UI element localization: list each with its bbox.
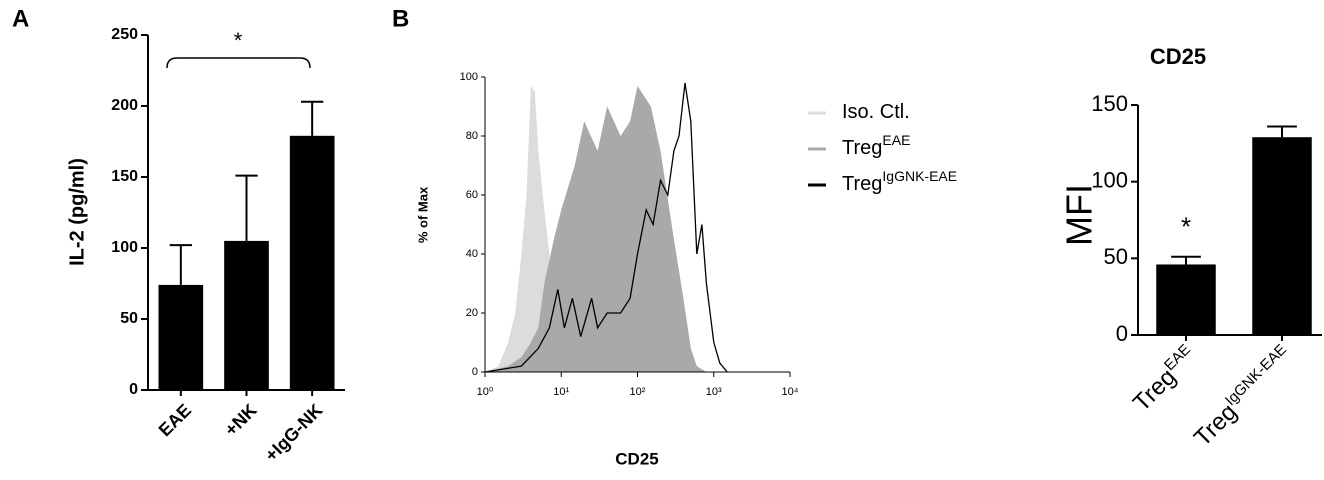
x-tick-label: 10²: [630, 386, 646, 398]
y-tick-label: 100: [460, 71, 478, 83]
y-tick-label: 100: [111, 239, 138, 256]
y-axis-label: MFI: [1059, 184, 1100, 246]
category-superscript: IgGNK-EAE: [1223, 342, 1290, 409]
legend-superscript: IgGNK-EAE: [882, 168, 957, 184]
legend-name: Iso. Ctl.: [842, 101, 910, 123]
x-tick-label: TregIgGNK-EAE: [1188, 342, 1299, 453]
x-tick-label: +IgG-NK: [261, 400, 326, 465]
bar: [158, 284, 204, 390]
y-tick-label: 100: [1091, 167, 1128, 192]
legend-superscript: EAE: [882, 132, 910, 148]
y-tick-label: 40: [466, 248, 478, 260]
y-tick-label: 0: [129, 381, 138, 398]
x-tick-label: TregEAE: [1127, 342, 1202, 417]
y-tick-label: 150: [111, 168, 138, 185]
x-tick-label: +NK: [221, 400, 261, 440]
y-tick-label: 150: [1091, 91, 1128, 116]
bar: [224, 240, 269, 390]
y-tick-label: 80: [466, 130, 478, 142]
annotation: *: [1181, 212, 1191, 242]
y-tick-label: 250: [111, 26, 138, 43]
annotation: *: [234, 28, 243, 53]
x-tick-label: 10¹: [553, 386, 569, 398]
y-tick-label: 50: [1104, 244, 1128, 269]
y-tick-label: 200: [111, 97, 138, 114]
y-tick-label: 50: [120, 310, 138, 327]
x-tick-label: EAE: [155, 400, 195, 440]
legend-name: Treg: [842, 173, 882, 195]
x-tick-label: 10⁴: [782, 386, 799, 398]
x-tick-label: 10⁰: [477, 386, 494, 398]
y-tick-label: 20: [466, 307, 478, 319]
significance-bracket: [166, 57, 311, 69]
histogram-line: [484, 82, 728, 373]
x-tick-label: 10³: [706, 386, 722, 398]
histogram-fill: [485, 85, 707, 373]
y-axis-label: % of Max: [415, 186, 430, 243]
histogram-fill: [485, 85, 585, 373]
y-axis-label: IL-2 (pg/ml): [66, 158, 88, 266]
legend-label: TregIgGNK-EAE: [842, 168, 957, 196]
legend-label: TregEAE: [842, 132, 910, 160]
chart-title: CD25: [1150, 44, 1206, 69]
x-axis-label: CD25: [615, 449, 658, 468]
y-tick-label: 60: [466, 189, 478, 201]
panel-label: B: [392, 5, 409, 32]
legend-label: Iso. Ctl.: [842, 101, 910, 123]
y-tick-label: 0: [472, 366, 478, 378]
y-tick-label: 0: [1116, 321, 1128, 346]
bar: [289, 135, 335, 390]
bar: [1156, 264, 1216, 335]
legend-name: Treg: [842, 137, 882, 159]
panel-label: A: [12, 5, 29, 32]
bar: [1252, 137, 1312, 335]
